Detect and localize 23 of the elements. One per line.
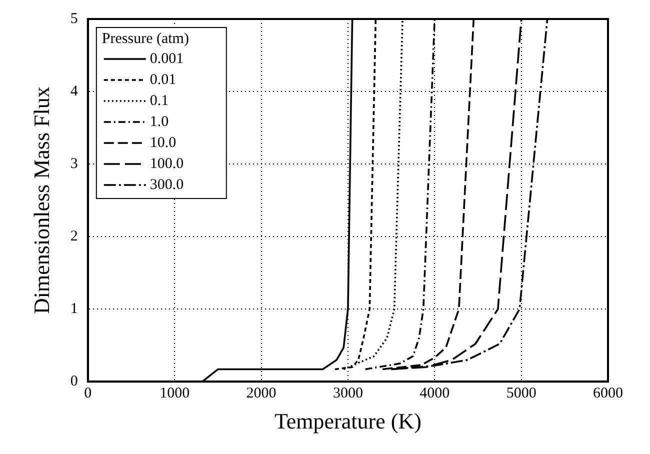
y-tick-label: 0 (70, 374, 78, 390)
x-tick-label: 1000 (160, 386, 190, 402)
legend-label: 0.01 (150, 72, 176, 88)
x-tick-label: 3000 (332, 386, 363, 402)
legend-label: 100.0 (150, 156, 184, 172)
y-axis-title: Dimensionless Mass Flux (28, 86, 54, 314)
legend-label: 300.0 (150, 176, 184, 193)
legend-label: 0.1 (150, 92, 169, 109)
x-tick-label: 2000 (246, 386, 276, 402)
x-tick-label: 6000 (593, 386, 623, 402)
x-tick-label: 4000 (420, 386, 450, 402)
x-axis-title: Temperature (K) (274, 408, 422, 434)
y-tick-label: 3 (70, 156, 78, 172)
y-tick-label: 1 (70, 301, 78, 318)
legend-label: 1.0 (150, 114, 169, 130)
y-tick-label: 2 (70, 228, 78, 244)
x-tick-label: 5000 (506, 386, 536, 402)
x-tick-label: 0 (84, 386, 92, 402)
legend-label: 0.001 (150, 50, 184, 67)
y-tick-label: 4 (70, 83, 78, 100)
legend-label: 10.0 (150, 134, 176, 151)
legend-title: Pressure (atm) (102, 30, 189, 47)
y-tick-label: 5 (70, 10, 78, 27)
